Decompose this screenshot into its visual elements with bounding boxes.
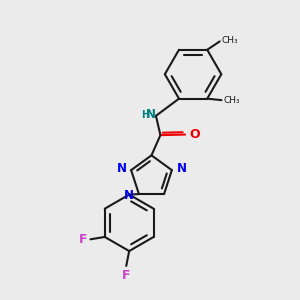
Text: F: F	[79, 233, 88, 246]
Text: F: F	[122, 269, 130, 283]
Text: N: N	[177, 162, 187, 175]
Text: N: N	[116, 162, 126, 175]
Text: CH₃: CH₃	[223, 96, 240, 105]
Text: CH₃: CH₃	[221, 36, 238, 45]
Text: O: O	[189, 128, 200, 141]
Text: N: N	[146, 108, 156, 122]
Text: N: N	[124, 189, 134, 202]
Text: H: H	[141, 110, 149, 120]
